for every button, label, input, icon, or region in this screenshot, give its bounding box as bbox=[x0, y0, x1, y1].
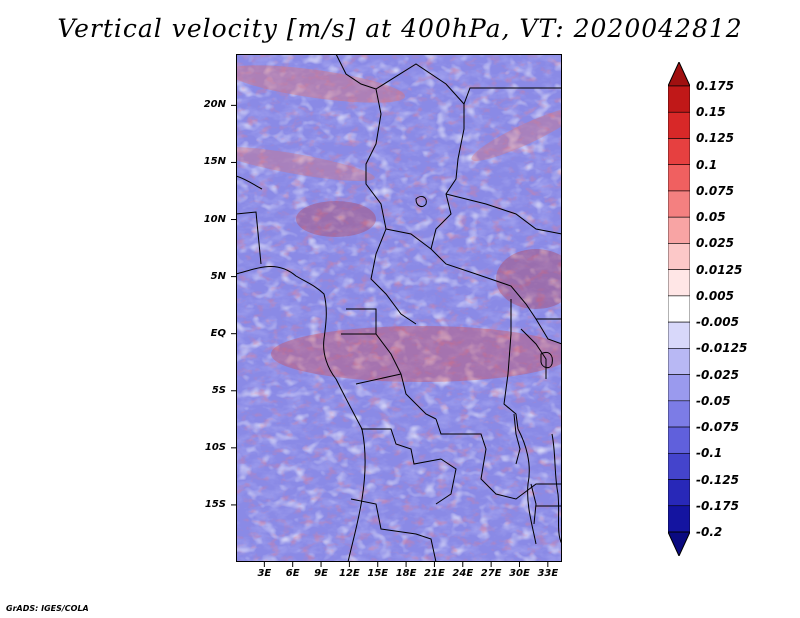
colorbar-level-label: 0.125 bbox=[696, 131, 734, 146]
coastlines-and-borders bbox=[236, 54, 562, 562]
colorbar-box bbox=[668, 295, 690, 323]
lon-label: 15E bbox=[367, 568, 389, 579]
colorbar-box bbox=[668, 190, 690, 218]
north-ascent-streak bbox=[236, 65, 406, 103]
colorbar-box bbox=[668, 400, 690, 428]
vertical-velocity-field bbox=[231, 54, 562, 567]
lat-label: 15N bbox=[203, 156, 226, 168]
colorbar-box bbox=[668, 479, 690, 507]
lon-label: 27E bbox=[480, 568, 502, 579]
sahel-ascent-streak bbox=[236, 146, 375, 182]
map-frame-border bbox=[236, 54, 562, 562]
colorbar-level-label: 0.175 bbox=[696, 79, 734, 93]
colorbar-box bbox=[668, 111, 690, 139]
lat-label: EQ bbox=[210, 327, 226, 339]
lat-label: 5N bbox=[210, 270, 226, 282]
lat-label: 10N bbox=[203, 213, 226, 225]
lat-label: 10S bbox=[204, 441, 226, 453]
colorbar-bottom-arrow bbox=[668, 531, 690, 556]
lat-label: 15S bbox=[204, 498, 226, 510]
colorbar-box bbox=[668, 269, 690, 297]
colorbar-level-label: -0.125 bbox=[696, 472, 739, 487]
colorbar-top-arrow bbox=[668, 62, 690, 87]
ne-ascent-streak bbox=[471, 107, 562, 161]
colorbar-box bbox=[668, 374, 690, 402]
colorbar bbox=[668, 62, 690, 556]
lat-label: 5S bbox=[211, 384, 226, 396]
colorbar-level-label: -0.025 bbox=[696, 367, 739, 382]
colorbar-level-label: 0.025 bbox=[696, 236, 734, 251]
colorbar-level-label: -0.175 bbox=[696, 498, 739, 513]
colorbar-level-label: -0.0125 bbox=[696, 341, 748, 356]
colorbar-level-label: 0.005 bbox=[696, 288, 734, 303]
ascent-texture bbox=[236, 54, 562, 562]
colorbar-box bbox=[668, 321, 690, 349]
itcz-ascent-band bbox=[271, 326, 562, 382]
colorbar-box bbox=[668, 452, 690, 480]
colorbar-box bbox=[668, 426, 690, 454]
lon-label: 18E bbox=[395, 568, 417, 579]
lon-label: 21E bbox=[424, 568, 445, 579]
colorbar-level-label: -0.2 bbox=[696, 525, 723, 539]
lon-label: 9E bbox=[314, 568, 328, 579]
colorbar-level-label: -0.1 bbox=[696, 446, 723, 461]
lon-label: 24E bbox=[452, 568, 474, 579]
colorbar-level-label: -0.005 bbox=[696, 315, 739, 330]
colorbar-level-label: 0.15 bbox=[696, 105, 726, 120]
axis-ticks bbox=[231, 104, 549, 567]
colorbar-box bbox=[668, 164, 690, 192]
lakes bbox=[415, 196, 553, 525]
colorbar-level-label: 0.05 bbox=[696, 210, 726, 225]
colorbar-level-label: -0.05 bbox=[696, 393, 731, 408]
colorbar-box bbox=[668, 138, 690, 166]
plot-title: Vertical velocity [m/s] at 400hPa, VT: 2… bbox=[57, 14, 743, 43]
colorbar-box bbox=[668, 505, 690, 533]
colorbar-level-label: 0.0125 bbox=[696, 262, 743, 277]
lon-label: 12E bbox=[339, 568, 360, 579]
credit-text: GrADS: IGES/COLA bbox=[6, 604, 89, 613]
map-panel bbox=[231, 54, 562, 567]
lon-label: 6E bbox=[285, 568, 300, 579]
colorbar-level-label: 0.075 bbox=[696, 183, 734, 198]
colorbar-box bbox=[668, 243, 690, 270]
lon-label: 33E bbox=[537, 568, 559, 579]
east-ascent bbox=[496, 249, 562, 309]
lon-label: 3E bbox=[257, 568, 272, 579]
colorbar-box bbox=[668, 348, 690, 375]
lat-label: 20N bbox=[203, 99, 226, 111]
colorbar-level-label: -0.075 bbox=[696, 420, 739, 435]
lon-label: 30E bbox=[509, 568, 530, 579]
cameroon-ascent bbox=[296, 201, 376, 237]
colorbar-level-label: 0.1 bbox=[696, 157, 718, 172]
colorbar-box bbox=[668, 85, 690, 113]
colorbar-box bbox=[668, 216, 690, 244]
